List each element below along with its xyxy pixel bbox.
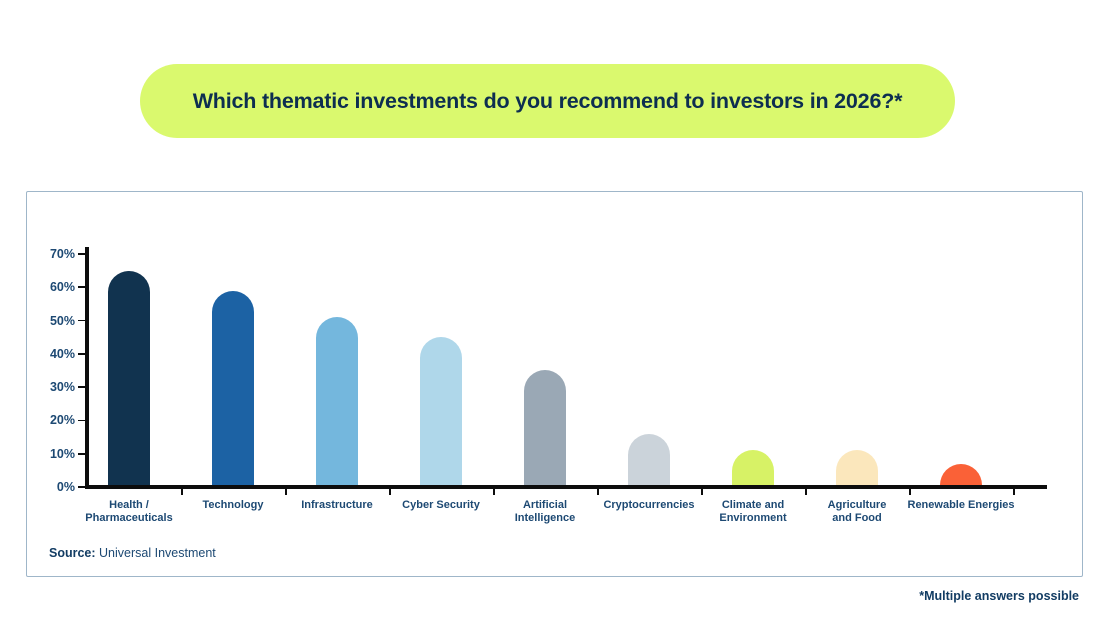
bar-cryptocurrencies [628, 434, 670, 487]
x-axis-tick [701, 489, 703, 495]
y-axis-tick [78, 253, 85, 255]
y-axis-tick [78, 319, 85, 322]
y-axis-label-30: 30% [49, 380, 75, 395]
x-axis-tick [181, 489, 183, 495]
x-axis-line [85, 485, 1047, 489]
chart-title: Which thematic investments do you recomm… [192, 88, 903, 113]
category-label-artificial-intelligence: Artificial Intelligence [514, 499, 576, 524]
source-text: Universal Investment [99, 546, 216, 560]
category-label-technology: Technology [202, 499, 264, 511]
y-axis-label-70: 70% [49, 247, 75, 261]
y-axis-label-10: 10% [49, 446, 75, 461]
footnote: *Multiple answers possible [919, 589, 1079, 603]
category-label-agriculture-and-food: Agriculture and Food [827, 499, 887, 524]
y-axis-tick [78, 286, 85, 289]
category-label-infrastructure: Infrastructure [301, 499, 373, 511]
bar-renewable-energies [940, 464, 982, 487]
bar-agriculture-and-food [836, 450, 878, 487]
y-axis-tick [78, 353, 85, 355]
x-axis-tick [1013, 489, 1015, 495]
y-axis-label-60: 60% [49, 280, 75, 295]
x-axis-tick [909, 489, 911, 495]
bar-cyber-security [420, 337, 462, 487]
category-label-health-pharmaceuticals: Health / Pharmaceuticals [85, 499, 173, 524]
x-axis-tick [805, 489, 807, 495]
source-line: Source: Universal Investment [49, 546, 216, 560]
bar-health-pharmaceuticals [108, 271, 150, 487]
x-axis-tick [285, 489, 287, 495]
bar-climate-and-environment [732, 450, 774, 487]
y-axis-tick [78, 419, 85, 422]
bar-artificial-intelligence [524, 370, 566, 487]
bar-chart: Health / Pharmaceuticals Technology Infras… [27, 192, 1082, 576]
chart-card: Health / Pharmaceuticals Technology Infras… [26, 191, 1083, 577]
bar-technology [212, 291, 254, 487]
category-label-renewable-energies: Renewable Energies [907, 499, 1015, 511]
question-pill: Which thematic investments do you recomm… [140, 64, 955, 138]
y-axis-tick [78, 386, 85, 388]
y-axis-label-50: 50% [49, 313, 75, 328]
y-axis-label-20: 20% [49, 413, 75, 428]
y-axis-line [85, 247, 89, 489]
bar-infrastructure [316, 317, 358, 487]
y-axis-tick [78, 452, 85, 455]
x-axis-tick [597, 489, 599, 495]
category-label-cyber-security: Cyber Security [402, 499, 480, 511]
x-axis-tick [389, 489, 391, 495]
y-axis-tick [78, 486, 85, 488]
y-axis-label-0: 0% [56, 480, 75, 494]
source-label: Source: [49, 546, 96, 560]
y-axis-label-40: 40% [49, 346, 75, 361]
category-label-climate-and-environment: Climate and Environment [719, 499, 787, 524]
category-label-cryptocurrencies: Cryptocurrencies [603, 499, 695, 511]
x-axis-tick [493, 489, 495, 495]
